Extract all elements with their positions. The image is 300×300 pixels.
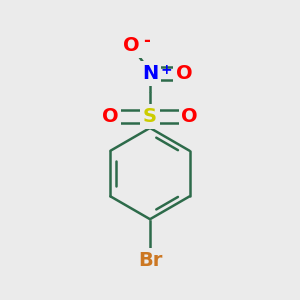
Text: S: S [143,106,157,126]
Text: +: + [160,64,172,77]
Text: -: - [144,32,151,50]
Text: O: O [122,36,139,55]
Text: O: O [102,106,119,126]
Text: O: O [176,64,192,83]
Text: O: O [182,106,198,126]
Text: N: N [142,64,158,83]
Text: Br: Br [138,251,162,270]
